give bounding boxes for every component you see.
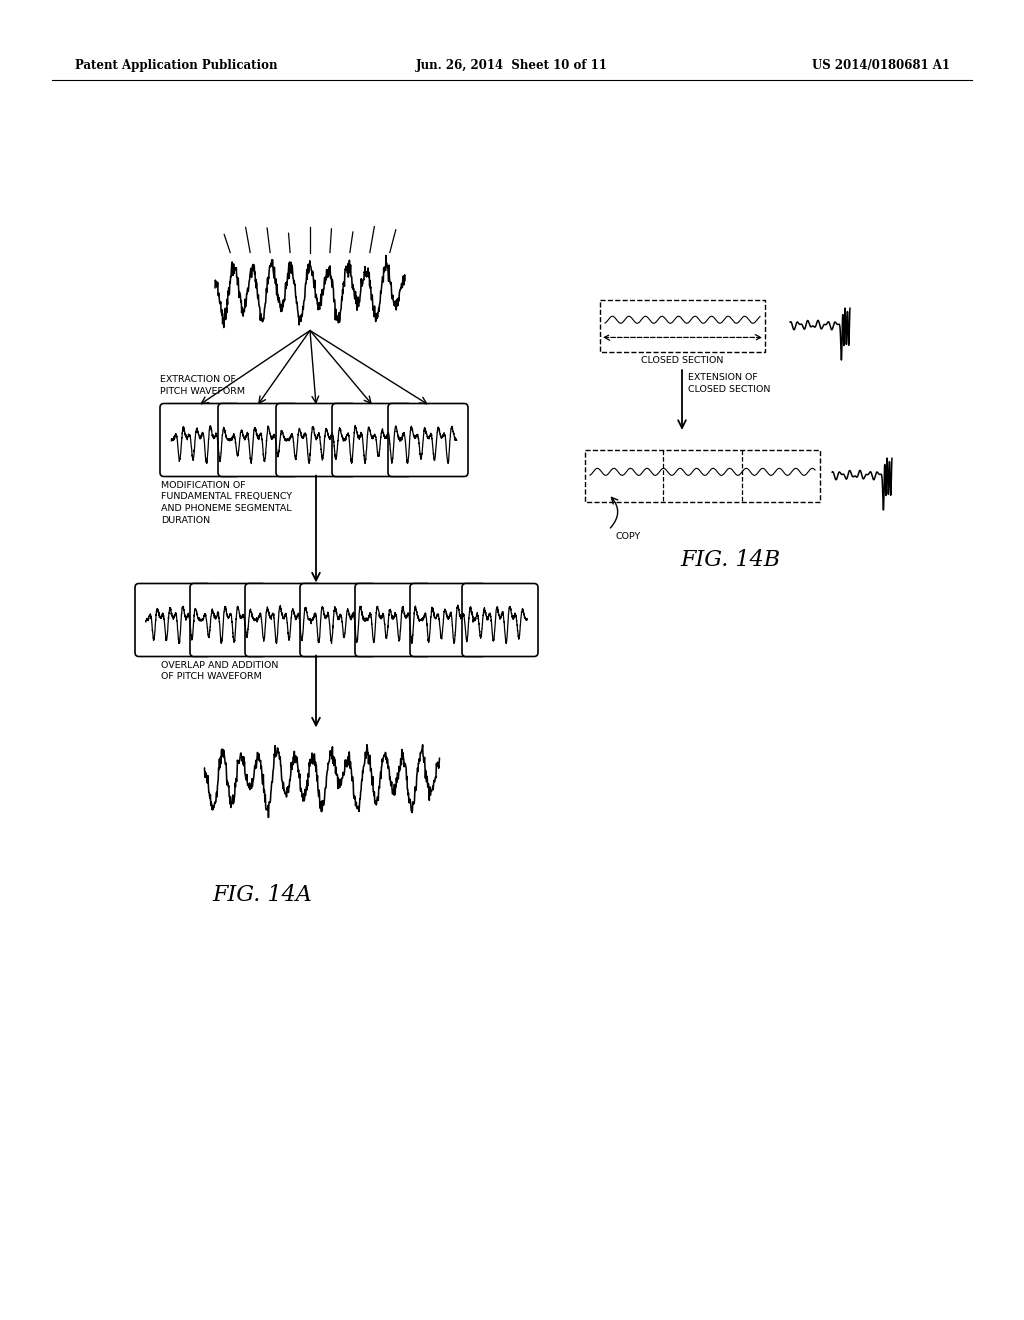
FancyBboxPatch shape xyxy=(410,583,486,656)
Text: COPY: COPY xyxy=(615,532,641,541)
FancyBboxPatch shape xyxy=(218,404,298,477)
Text: EXTRACTION OF
PITCH WAVEFORM: EXTRACTION OF PITCH WAVEFORM xyxy=(160,375,245,396)
FancyBboxPatch shape xyxy=(355,583,431,656)
Text: Jun. 26, 2014  Sheet 10 of 11: Jun. 26, 2014 Sheet 10 of 11 xyxy=(416,58,608,71)
FancyBboxPatch shape xyxy=(245,583,321,656)
Text: OVERLAP AND ADDITION
OF PITCH WAVEFORM: OVERLAP AND ADDITION OF PITCH WAVEFORM xyxy=(161,660,279,681)
Bar xyxy=(600,300,765,352)
Text: US 2014/0180681 A1: US 2014/0180681 A1 xyxy=(812,58,950,71)
Bar xyxy=(585,450,820,502)
FancyBboxPatch shape xyxy=(388,404,468,477)
FancyBboxPatch shape xyxy=(276,404,356,477)
FancyBboxPatch shape xyxy=(462,583,538,656)
FancyBboxPatch shape xyxy=(135,583,211,656)
Text: Patent Application Publication: Patent Application Publication xyxy=(75,58,278,71)
Text: EXTENSION OF
CLOSED SECTION: EXTENSION OF CLOSED SECTION xyxy=(688,374,770,393)
Text: CLOSED SECTION: CLOSED SECTION xyxy=(641,356,724,366)
Text: FIG. 14B: FIG. 14B xyxy=(680,549,780,572)
FancyBboxPatch shape xyxy=(160,404,240,477)
FancyBboxPatch shape xyxy=(300,583,376,656)
FancyBboxPatch shape xyxy=(332,404,412,477)
Text: FIG. 14A: FIG. 14A xyxy=(212,884,312,906)
FancyBboxPatch shape xyxy=(190,583,266,656)
Text: MODIFICATION OF
FUNDAMENTAL FREQUENCY
AND PHONEME SEGMENTAL
DURATION: MODIFICATION OF FUNDAMENTAL FREQUENCY AN… xyxy=(161,480,292,525)
